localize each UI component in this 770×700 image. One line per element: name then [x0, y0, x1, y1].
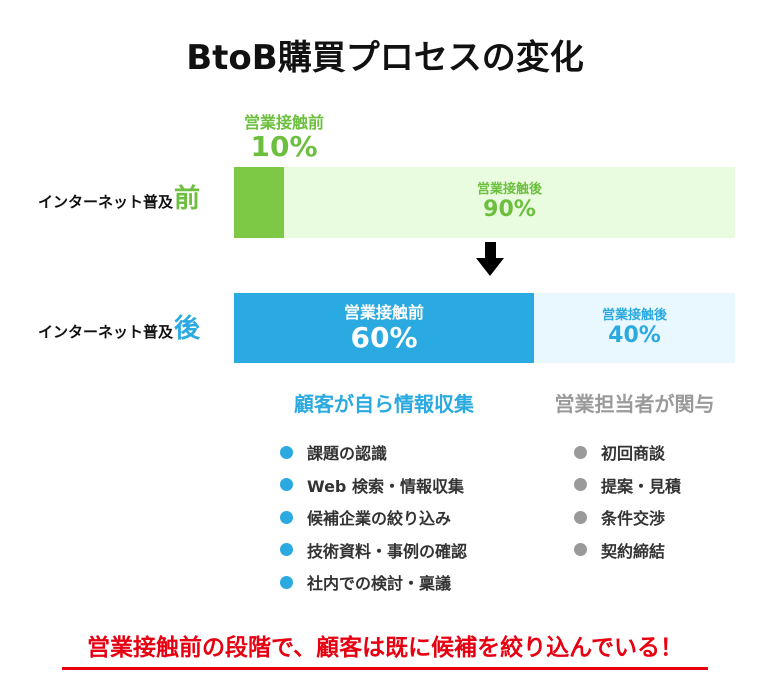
row-label-before-prefix: インターネット普及 — [38, 193, 174, 211]
after-pre-contact-label: 営業接触前 — [343, 303, 424, 323]
row-label-after-prefix: インターネット普及 — [38, 323, 174, 341]
before-pre-contact-segment — [234, 167, 284, 238]
callout-underline — [62, 667, 708, 670]
before-post-contact-value: 90% — [483, 197, 536, 223]
bullet-dot-icon — [574, 543, 587, 557]
bullet-dot-icon — [280, 478, 293, 492]
list-item: 初回商談 — [574, 436, 681, 469]
list-item: 提案・見積 — [574, 469, 681, 502]
list-item: 候補企業の絞り込み — [280, 501, 467, 534]
after-post-contact-segment: 営業接触後 40% — [534, 293, 735, 363]
bullet-dot-icon — [280, 445, 293, 459]
bullet-dot-icon — [280, 543, 293, 557]
list-item: 技術資料・事例の確認 — [280, 534, 467, 567]
list-item: 契約締結 — [574, 534, 681, 567]
before-post-contact-segment: 営業接触後 90% — [284, 167, 735, 238]
before-pre-contact-label: 営業接触前 — [243, 113, 324, 132]
after-post-contact-label: 営業接触後 — [601, 307, 667, 323]
after-stacked-bar: 営業接触前 60% 営業接触後 40% — [234, 293, 735, 363]
row-label-before: インターネット普及 前 — [38, 186, 200, 212]
row-label-after-suffix: 後 — [174, 314, 201, 344]
customer-activity-list: 課題の認識 Web 検索・情報収集 候補企業の絞り込み 技術資料・事例の確認 社… — [280, 436, 467, 599]
before-stacked-bar: 営業接触後 90% — [234, 167, 735, 238]
list-item: 条件交渉 — [574, 501, 681, 534]
before-pre-contact-value: 10% — [250, 130, 318, 164]
bullet-dot-icon — [280, 510, 293, 524]
after-pre-contact-segment: 営業接触前 60% — [234, 293, 534, 363]
bullet-dot-icon — [280, 575, 293, 589]
before-pre-contact-callout: 営業接触前 10% — [234, 113, 334, 164]
before-post-contact-label: 営業接触後 — [476, 182, 542, 198]
bullet-dot-icon — [574, 445, 587, 459]
bullet-dot-icon — [574, 478, 587, 492]
customer-column-heading: 顧客が自ら情報収集 — [294, 392, 474, 416]
row-label-after: インターネット普及 後 — [38, 316, 200, 342]
page-title: BtoB購買プロセスの変化 — [186, 38, 584, 78]
down-arrow-icon — [476, 242, 504, 276]
list-item: 社内での検討・稟議 — [280, 566, 467, 599]
after-pre-contact-value: 60% — [350, 320, 418, 354]
row-label-before-suffix: 前 — [174, 184, 201, 214]
list-item: Web 検索・情報収集 — [280, 469, 467, 502]
sales-activity-list: 初回商談 提案・見積 条件交渉 契約締結 — [574, 436, 681, 566]
sales-column-heading: 営業担当者が関与 — [554, 392, 715, 416]
list-item: 課題の認識 — [280, 436, 467, 469]
bullet-dot-icon — [574, 510, 587, 524]
after-post-contact-value: 40% — [608, 322, 661, 348]
key-takeaway-callout: 営業接触前の段階で、顧客は既に候補を絞り込んでいる！ — [87, 635, 683, 661]
